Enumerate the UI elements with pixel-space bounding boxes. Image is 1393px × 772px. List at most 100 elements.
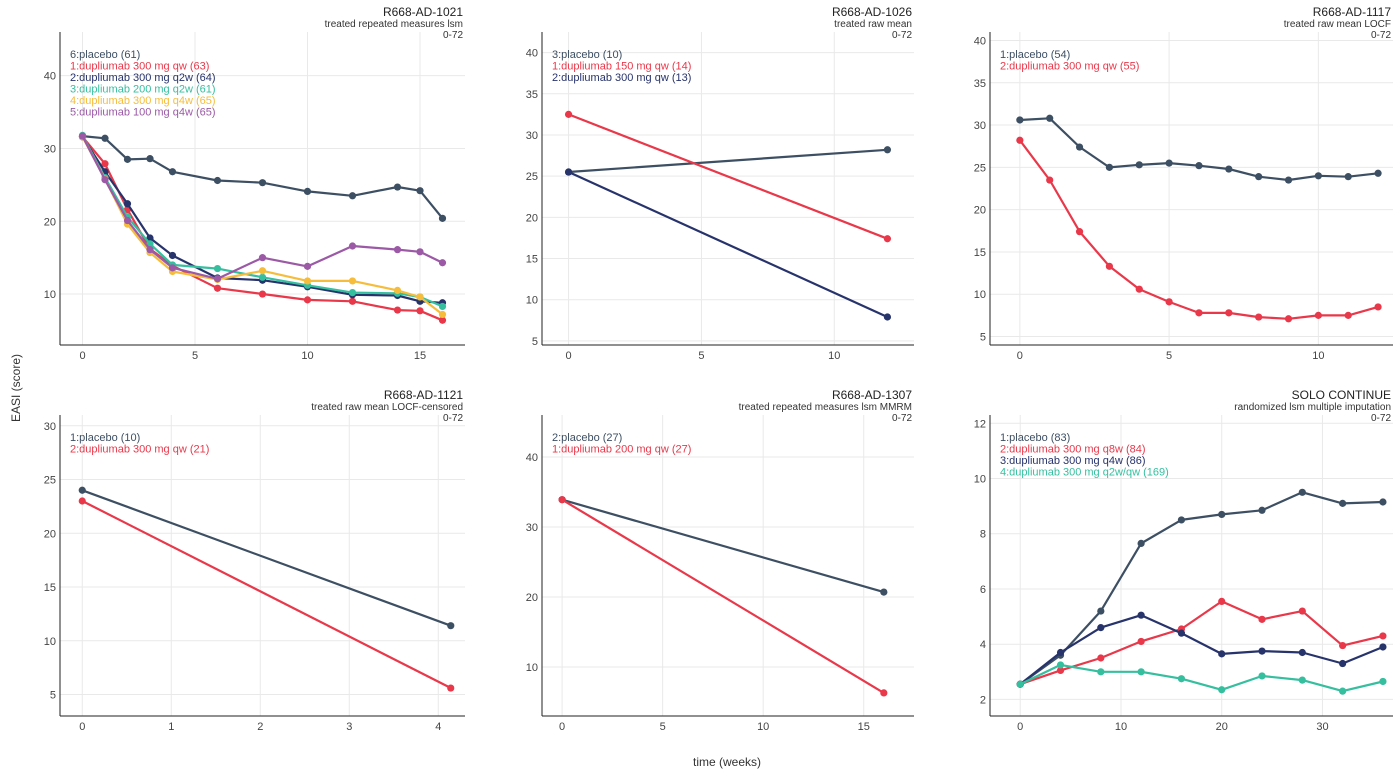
y-tick-label: 20 xyxy=(526,212,538,224)
series-line xyxy=(81,500,452,689)
data-point xyxy=(146,246,154,254)
y-tick-label: 30 xyxy=(974,120,986,132)
data-point xyxy=(447,622,455,630)
panel-title: SOLO CONTINUE xyxy=(1292,388,1391,402)
data-point xyxy=(393,306,402,314)
series-line xyxy=(1019,117,1379,182)
y-tick-label: 15 xyxy=(974,247,986,259)
data-point xyxy=(1177,629,1186,637)
y-tick-label: 20 xyxy=(526,592,538,604)
x-tick-label: 0 xyxy=(1017,721,1023,733)
legend-entry: 1:placebo (54) xyxy=(1000,49,1070,61)
data-point xyxy=(258,290,267,298)
y-tick-label: 30 xyxy=(526,130,538,142)
y-tick-label: 2 xyxy=(980,694,986,706)
x-tick-label: 0 xyxy=(566,350,572,362)
series-line xyxy=(1019,491,1383,686)
y-tick-label: 15 xyxy=(44,582,56,594)
data-point xyxy=(1056,666,1065,675)
x-tick-label: 3 xyxy=(346,721,352,733)
data-point xyxy=(303,277,312,285)
data-point xyxy=(1379,643,1387,651)
data-point xyxy=(1056,661,1065,669)
data-point xyxy=(78,486,86,494)
data-point xyxy=(1135,285,1143,293)
data-point xyxy=(1374,303,1382,311)
y-tick-label: 4 xyxy=(980,639,986,651)
x-tick-label: 10 xyxy=(757,721,769,733)
data-point xyxy=(168,168,177,176)
y-tick-label: 40 xyxy=(974,35,986,47)
panel-title: R668-AD-1117 xyxy=(1313,5,1392,19)
data-point xyxy=(146,234,154,242)
x-tick-label: 2 xyxy=(257,721,263,733)
data-point xyxy=(123,200,132,208)
x-tick-label: 0 xyxy=(79,721,85,733)
legend-entry: 2:dupliumab 300 mg qw (55) xyxy=(1000,61,1139,73)
data-point xyxy=(123,216,132,225)
data-point xyxy=(564,110,573,118)
panel-period: 0-72 xyxy=(892,413,912,424)
legend-entry: 3:dupliumab 300 mg q4w (86) xyxy=(1000,455,1146,467)
data-point xyxy=(303,296,312,304)
data-point xyxy=(1298,607,1306,615)
legend-entry: 4:dupliumab 300 mg q2w/qw (169) xyxy=(1000,467,1169,479)
panel-period: 0-72 xyxy=(892,30,912,41)
data-point xyxy=(883,313,892,321)
data-point xyxy=(1165,159,1173,167)
series-line xyxy=(82,135,444,219)
panel-subtitle: treated raw mean xyxy=(834,19,912,30)
data-point xyxy=(438,302,447,311)
data-point xyxy=(438,259,447,267)
y-tick-label: 40 xyxy=(44,71,56,83)
data-point xyxy=(1075,228,1084,236)
y-tick-label: 10 xyxy=(974,289,986,301)
legend-entry: 5:dupliumab 100 mg q4w (65) xyxy=(70,107,216,119)
series-line xyxy=(568,113,888,240)
data-point xyxy=(303,187,312,196)
data-point xyxy=(168,251,177,260)
panel-title: R668-AD-1121 xyxy=(384,388,463,402)
data-point xyxy=(883,146,892,154)
data-point xyxy=(1314,311,1322,319)
data-point xyxy=(1016,136,1024,144)
data-point xyxy=(438,214,447,222)
y-tick-label: 20 xyxy=(974,205,986,217)
data-point xyxy=(1016,680,1024,688)
data-point xyxy=(1255,313,1263,321)
data-point xyxy=(1339,499,1347,507)
x-tick-label: 4 xyxy=(435,721,441,733)
data-point xyxy=(1339,641,1347,650)
data-point xyxy=(1379,632,1387,640)
y-tick-label: 35 xyxy=(526,89,538,101)
data-point xyxy=(880,689,888,697)
x-tick-label: 15 xyxy=(414,350,426,362)
legend-entry: 2:placebo (27) xyxy=(552,432,622,444)
series-line xyxy=(568,148,888,174)
y-tick-label: 5 xyxy=(980,332,986,344)
legend-entry: 4:dupliumab 300 mg q4w (65) xyxy=(70,95,216,107)
data-point xyxy=(1137,668,1145,676)
data-point xyxy=(1046,176,1054,184)
data-point xyxy=(213,264,222,273)
data-point xyxy=(1075,143,1084,151)
legend-entry: 1:dupliumab 200 mg qw (27) xyxy=(552,444,691,456)
x-tick-label: 10 xyxy=(828,350,840,362)
data-point xyxy=(883,235,892,243)
y-tick-label: 25 xyxy=(526,171,538,183)
x-axis-label: time (weeks) xyxy=(693,755,761,769)
data-point xyxy=(258,179,267,187)
y-tick-label: 10 xyxy=(974,474,986,486)
y-axis-label: EASI (score) xyxy=(9,354,23,422)
panel-subtitle: treated repeated measures lsm MMRM xyxy=(739,402,912,413)
y-tick-label: 25 xyxy=(974,162,986,174)
data-point xyxy=(1195,309,1203,317)
data-point xyxy=(880,588,888,596)
data-point xyxy=(447,684,455,692)
panel-period: 0-72 xyxy=(1371,30,1391,41)
y-tick-label: 5 xyxy=(50,690,56,702)
